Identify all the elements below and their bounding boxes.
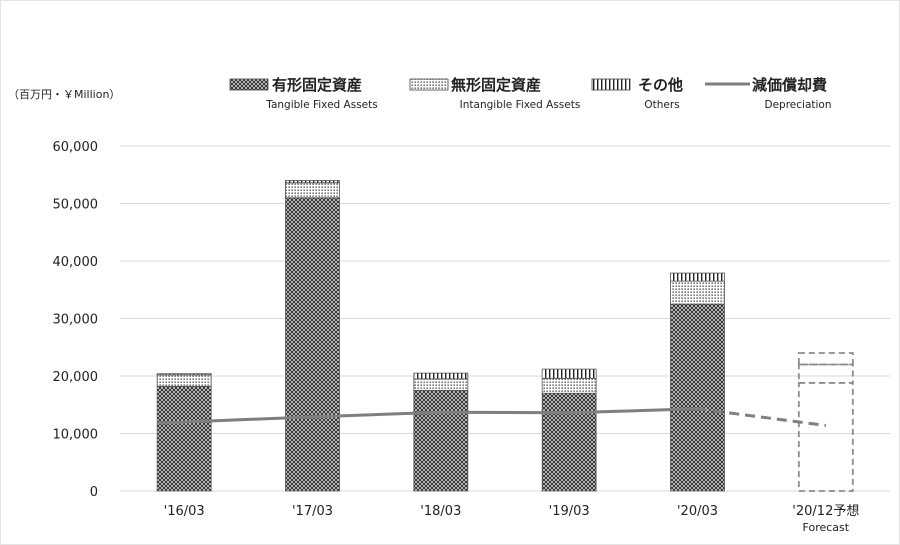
x-tick-sublabel: Forecast (803, 521, 850, 534)
y-tick-label: 30,000 (53, 313, 99, 328)
bar-tangible (541, 392, 597, 492)
x-tick-label: '16/03 (164, 504, 205, 519)
bar-others (413, 372, 469, 380)
y-tick-label: 40,000 (53, 255, 99, 270)
bar-intangible (413, 378, 469, 391)
legend-label-en-tangible: Tangible Fixed Assets (265, 99, 377, 111)
legend-swatch-intangible (409, 78, 449, 91)
y-tick-label: 50,000 (53, 198, 99, 213)
bars (156, 180, 725, 492)
depreciation-line-actual (157, 407, 698, 425)
bar-others (541, 368, 597, 379)
bar-intangible (541, 377, 597, 394)
bar-intangible (670, 280, 725, 305)
legend-label-en-intangible: Intangible Fixed Assets (460, 99, 581, 111)
forecast-bar-others (797, 352, 854, 366)
y-tick-label: 0 (90, 485, 98, 500)
forecast-bars (797, 352, 854, 492)
bar-intangible (285, 182, 340, 199)
bar-tangible (670, 303, 725, 492)
forecast-bar-tangible (797, 381, 854, 492)
legend-label-others: その他 (638, 76, 683, 94)
x-axis: '16/03 '17/03 '18/03 '19/03 '20/03 '20/12予想 Fo… (164, 503, 860, 534)
y-tick-label: 10,000 (53, 428, 99, 443)
y-tick-label: 20,000 (53, 370, 99, 385)
legend-label-depreciation: 減価償却費 (752, 76, 827, 94)
x-tick-label: '18/03 (420, 504, 461, 519)
bar-others (285, 180, 340, 184)
legend-swatch-tangible (229, 78, 269, 91)
bar-others (670, 272, 725, 282)
legend-label-intangible: 無形固定資産 (451, 76, 541, 94)
bar-others (156, 373, 212, 376)
depreciation-line-forecast (697, 407, 827, 427)
gridlines (120, 145, 890, 492)
bar-tangible (413, 389, 469, 492)
x-tick-label: '20/12予想 (792, 503, 859, 519)
legend-label-tangible: 有形固定資産 (272, 76, 362, 94)
y-tick-label: 60,000 (53, 140, 99, 155)
legend: 有形固定資産 Tangible Fixed Assets 無形固定資産 Intangi… (229, 76, 832, 111)
forecast-bar-intangible (797, 363, 854, 384)
legend-label-en-others: Others (644, 99, 679, 111)
bar-tangible (156, 385, 212, 492)
depreciation-line (157, 407, 827, 427)
x-tick-label: '17/03 (292, 504, 333, 519)
bar-intangible (156, 374, 212, 387)
legend-swatch-others (591, 78, 631, 91)
unit-label: （百万円・￥Million） (8, 88, 120, 101)
legend-label-en-depreciation: Depreciation (765, 99, 832, 111)
x-tick-label: '19/03 (549, 504, 590, 519)
x-tick-label: '20/03 (677, 504, 718, 519)
y-axis: 0 10,000 20,000 30,000 40,000 50,000 60,000 (53, 140, 99, 500)
bar-tangible (285, 197, 340, 492)
